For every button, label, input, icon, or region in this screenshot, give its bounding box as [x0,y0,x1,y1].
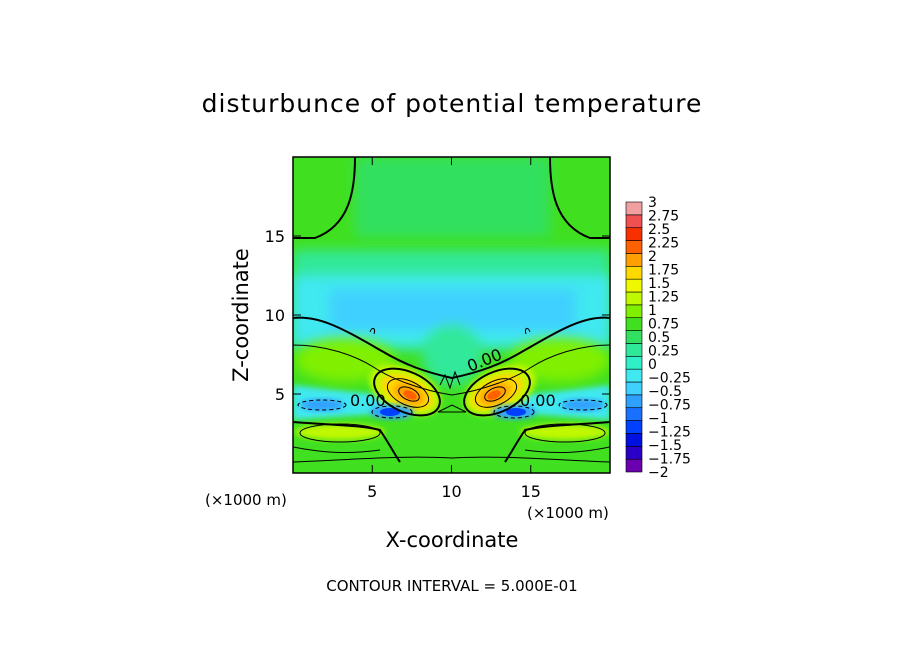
colorbar-label: −0.5 [648,384,682,400]
colorbar-swatch [625,381,643,396]
colorbar-label: −1 [648,411,669,427]
colorbar-swatch [625,201,643,216]
x-unit-label: (×1000 m) [205,491,287,509]
colorbar-swatch [625,265,643,280]
x-axis: 5 10 15 [367,157,541,501]
colorbar-label: −1.25 [648,425,691,441]
x-tick-label: 5 [367,482,377,501]
x-tick-label: 15 [521,482,541,501]
colorbar-label: 3 [648,195,657,211]
colorbar-label: −2 [648,465,669,481]
y-tick-label: 15 [265,227,285,246]
y-tick-label: 5 [275,385,285,404]
colorbar-swatch [625,253,643,267]
colorbar-swatch [625,445,643,460]
colorbar-label: 1 [648,303,657,319]
colorbar-label: 1.25 [648,290,679,306]
colorbar-swatch [625,317,643,331]
colorbar-swatch [625,278,643,293]
contour-interval-text: CONTOUR INTERVAL = 5.000E-01 [326,577,577,595]
colorbar-label: 1.5 [648,276,670,292]
x-tick-label: 10 [441,482,461,501]
colorbar-swatch [625,355,643,370]
colorbar-label: −1.75 [648,452,691,468]
y-unit-label: (×1000 m) [527,504,609,522]
colorbar-label: −0.75 [648,398,691,414]
colorbar-label: 0.75 [648,317,679,333]
colorbar-swatch [625,420,643,434]
colorbar-swatch [625,433,643,447]
colorbar-swatch [625,394,643,409]
colorbar-swatch [625,330,643,344]
colorbar-label: 2.25 [648,236,679,252]
colorbar-swatch [625,227,643,241]
y-axis: 5 10 15 [265,227,610,404]
colorbar-swatch [625,304,643,319]
colorbar-swatch [625,343,643,357]
colorbar-label: 2 [648,249,657,265]
contour-lines [293,157,610,463]
colorbar-label: 0.5 [648,330,670,346]
colorbar-label: −0.25 [648,371,691,387]
colorbar-label: −1.5 [648,438,682,454]
plot-area [293,157,610,473]
colorbar-label: 0.25 [648,344,679,360]
colorbar-swatch [625,214,643,229]
colorbar-swatch [625,458,643,473]
chart-title: disturbunce of potential temperature [202,89,703,118]
colorbar-swatch [625,407,643,421]
y-tick-label: 10 [265,306,285,325]
colorbar-label: 1.75 [648,263,679,279]
colorbar-swatch [625,291,643,306]
colorbar-label: 0 [648,357,657,373]
colorbar: 32.752.52.2521.751.51.2510.750.50.250−0.… [625,195,691,481]
contour-label: 0.00 [520,391,556,410]
contour-label: 0.00 [350,391,386,410]
y-axis-label: Z-coordinate [229,248,253,382]
colorbar-swatch [625,368,643,383]
colorbar-label: 2.75 [648,209,679,225]
colorbar-swatch [625,240,643,254]
colorbar-label: 2.5 [648,222,670,238]
x-axis-label: X-coordinate [386,528,519,552]
